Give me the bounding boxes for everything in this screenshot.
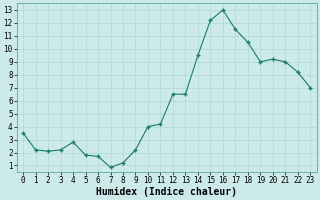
X-axis label: Humidex (Indice chaleur): Humidex (Indice chaleur)	[96, 186, 237, 197]
